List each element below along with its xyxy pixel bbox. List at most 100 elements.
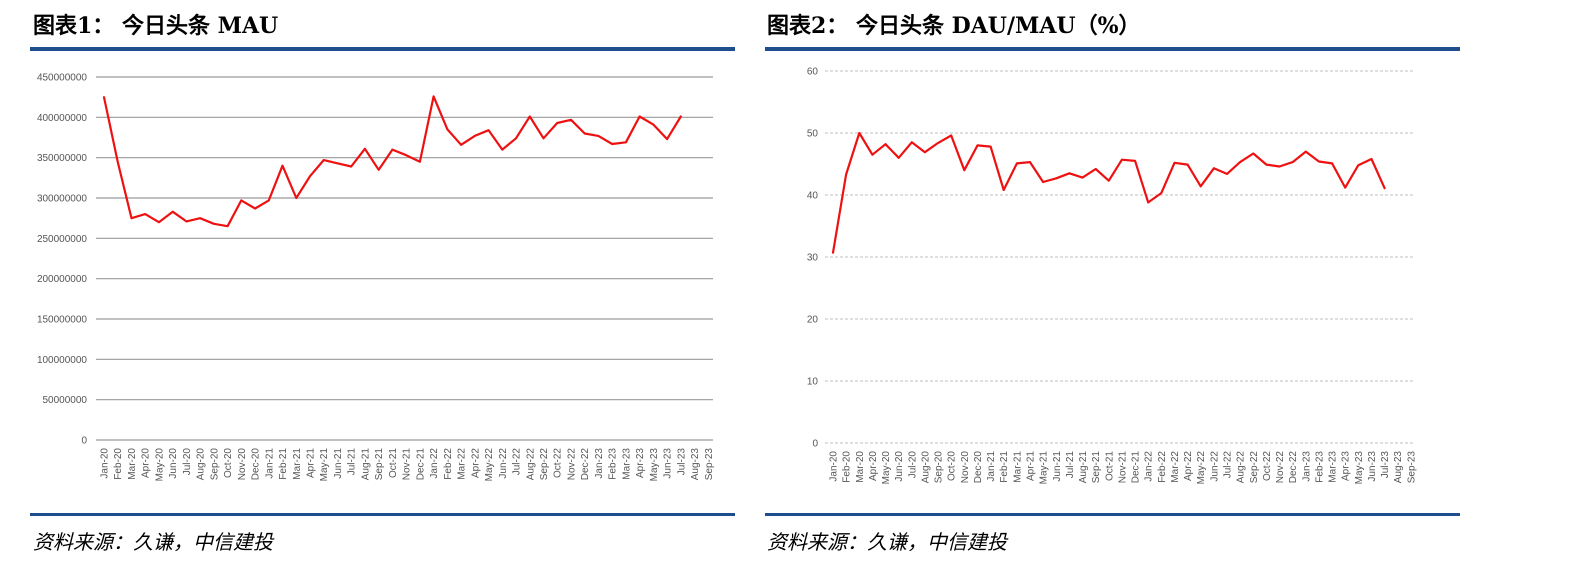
y-tick-label: 0 [81, 436, 87, 447]
data-point [1278, 165, 1281, 168]
y-tick-label: 250000000 [37, 234, 87, 245]
data-point [1081, 176, 1084, 179]
data-point [213, 223, 215, 225]
x-tick-label: Feb-21 [278, 448, 289, 480]
x-tick-label: May-23 [649, 448, 660, 482]
data-point [963, 169, 966, 171]
data-point [1002, 189, 1005, 191]
x-tick-label: Sep-20 [209, 448, 220, 481]
data-point [832, 251, 834, 254]
data-point [460, 143, 462, 146]
data-point [871, 153, 874, 156]
data-point [570, 118, 572, 121]
x-tick-label: Aug-21 [1078, 451, 1089, 484]
x-tick-label: Sep-23 [704, 448, 715, 481]
data-point [487, 129, 490, 132]
x-tick-label: Nov-22 [1275, 451, 1286, 484]
data-point [625, 141, 627, 144]
data-point [185, 220, 188, 223]
x-tick-label: Aug-20 [920, 451, 931, 484]
x-tick-label: Jan-22 [1144, 451, 1155, 482]
y-tick-label: 50000000 [43, 395, 88, 406]
data-point [158, 221, 160, 223]
x-tick-label: May-23 [1354, 451, 1365, 485]
x-tick-label: Jun-20 [168, 448, 179, 479]
data-point [1304, 150, 1307, 153]
x-tick-label: May-21 [319, 448, 330, 482]
x-tick-label: Apr-21 [306, 448, 317, 478]
x-tick-label: May-20 [881, 451, 892, 485]
x-tick-label: Apr-20 [141, 448, 152, 478]
y-tick-label: 0 [812, 439, 818, 450]
x-tick-label: Jul-22 [512, 448, 523, 476]
data-point [474, 135, 476, 137]
data-point [501, 148, 504, 151]
x-tick-label: Dec-22 [580, 448, 591, 481]
x-tick-label: Jul-22 [1222, 451, 1233, 479]
x-tick-label: Jan-20 [100, 448, 111, 479]
data-point [309, 175, 311, 178]
footer-rule-mau [30, 513, 735, 516]
x-tick-label: Aug-21 [360, 448, 371, 481]
x-tick-label: Oct-21 [388, 448, 399, 478]
data-point [1055, 177, 1058, 180]
data-point [268, 199, 270, 202]
data-point [419, 160, 421, 163]
x-tick-label: Nov-20 [960, 451, 971, 484]
x-tick-label: Nov-22 [566, 448, 577, 481]
x-tick-label: Jan-21 [986, 451, 997, 482]
data-point [199, 217, 201, 219]
x-tick-label: Jun-21 [333, 448, 344, 479]
data-point [858, 132, 861, 134]
x-tick-label: Feb-21 [999, 451, 1010, 483]
data-point [680, 115, 682, 118]
x-tick-label: Mar-20 [127, 448, 138, 480]
x-tick-label: Feb-23 [1314, 451, 1325, 483]
x-tick-label: Mar-22 [457, 448, 468, 480]
x-tick-label: Mar-23 [1328, 451, 1339, 483]
x-tick-label: Jul-20 [907, 451, 918, 479]
x-tick-label: Jul-23 [1380, 451, 1391, 479]
data-point [281, 164, 284, 167]
data-point [350, 165, 353, 168]
x-tick-label: Feb-20 [842, 451, 853, 483]
x-tick-label: Aug-20 [196, 448, 207, 481]
x-tick-label: Jun-20 [894, 451, 905, 482]
data-point [377, 168, 380, 171]
data-point [989, 145, 992, 148]
data-point [103, 96, 105, 98]
data-point [1094, 168, 1097, 170]
data-point [1016, 162, 1018, 165]
x-tick-label: Jan-20 [829, 451, 840, 482]
data-point [364, 147, 366, 150]
data-point [1121, 158, 1123, 161]
data-point [1134, 160, 1136, 162]
x-tick-label: Jan-23 [1301, 451, 1312, 482]
data-point [897, 157, 900, 159]
y-tick-label: 20 [807, 315, 819, 326]
data-point [1226, 173, 1228, 175]
y-tick-label: 40 [807, 191, 819, 202]
x-tick-label: Jun-22 [498, 448, 509, 479]
data-point [116, 160, 119, 163]
y-tick-label: 350000000 [37, 153, 87, 164]
data-point [910, 141, 913, 144]
x-tick-label: Sep-23 [1406, 451, 1417, 484]
data-point [1383, 187, 1386, 189]
data-point [1331, 162, 1333, 165]
title-rule-dau-mau [765, 47, 1460, 51]
data-point [130, 217, 133, 219]
data-point [1252, 152, 1255, 155]
data-point [638, 115, 641, 118]
y-tick-label: 150000000 [37, 315, 87, 326]
data-point [1344, 186, 1346, 189]
x-tick-label: Sep-21 [1091, 451, 1102, 484]
data-point [1042, 181, 1044, 183]
x-tick-label: Nov-20 [237, 448, 248, 481]
x-tick-label: Oct-21 [1104, 451, 1115, 481]
x-tick-label: Jan-23 [594, 448, 605, 479]
x-tick-label: Feb-22 [443, 448, 454, 480]
x-tick-label: Jun-21 [1052, 451, 1063, 482]
data-point [1173, 161, 1176, 164]
